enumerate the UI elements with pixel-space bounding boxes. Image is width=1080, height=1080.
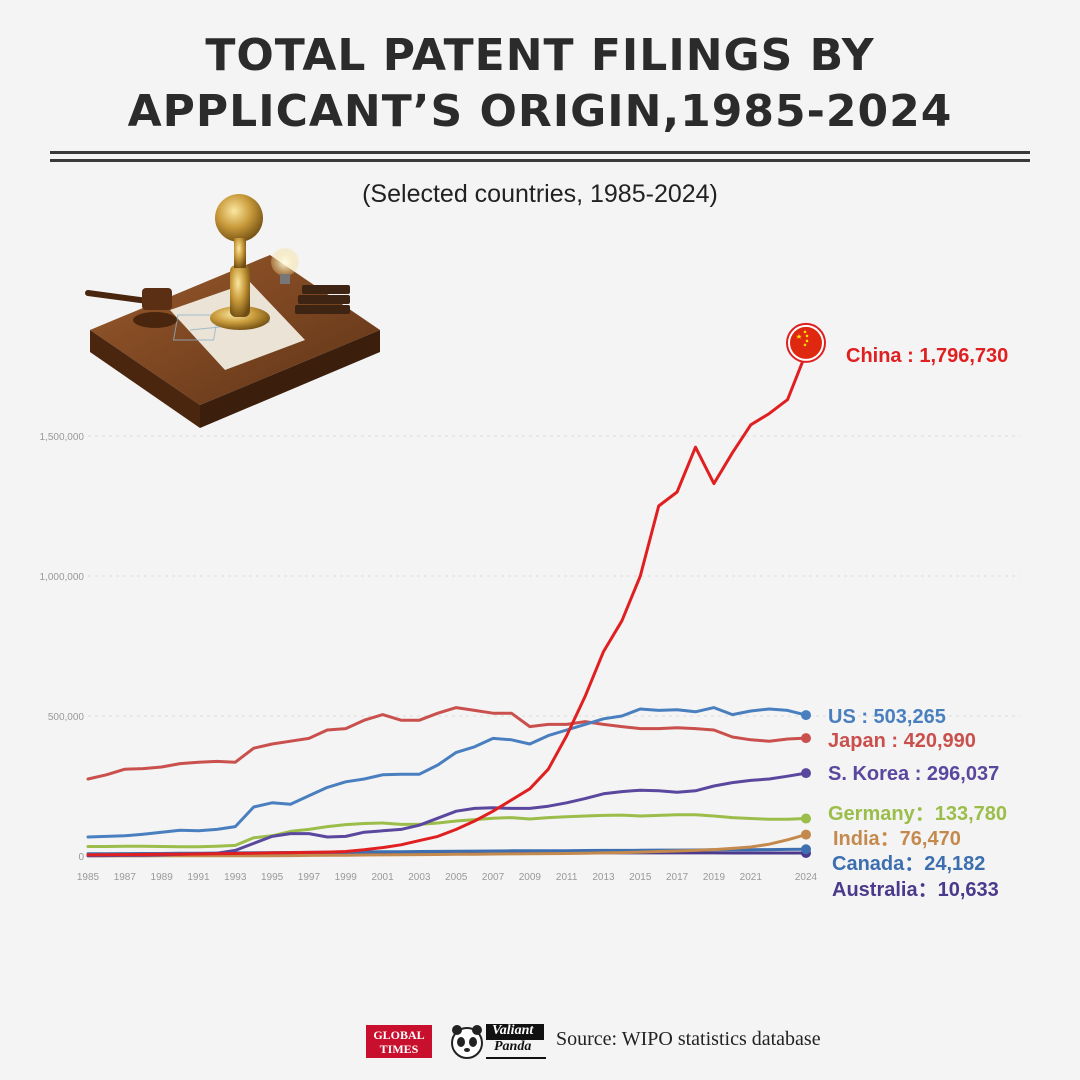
series-line-india <box>86 833 808 858</box>
china-flag-small-star <box>805 334 809 338</box>
china-flag-icon <box>790 326 822 359</box>
source-note: Source: WIPO statistics database <box>556 1028 821 1050</box>
y-tick-label: 500,000 <box>48 712 85 723</box>
x-tick-label: 1997 <box>298 872 321 883</box>
series-label-japan: Japan : 420,990 <box>828 730 976 752</box>
series-end-marker <box>801 829 811 840</box>
series-end-marker <box>801 768 811 779</box>
series-label-india: India：76,470 <box>833 828 961 850</box>
y-tick-label: 0 <box>78 852 84 863</box>
chart-title: TOTAL PATENT FILINGS BY APPLICANT’S ORIG… <box>0 28 1080 140</box>
x-tick-label: 1991 <box>187 872 210 883</box>
x-tick-label: 2015 <box>629 872 652 883</box>
x-tick-label: 1985 <box>77 872 100 883</box>
title-line-1: TOTAL PATENT FILINGS BY <box>205 30 875 81</box>
patent-stamp-illustration <box>85 194 380 428</box>
series-end-marker <box>801 844 811 855</box>
x-tick-label: 2019 <box>703 872 726 883</box>
series-label-germany: Germany：133,780 <box>828 803 1007 825</box>
series-label-us: US : 503,265 <box>828 706 946 728</box>
title-rule-bottom <box>50 159 1030 162</box>
series-line-china <box>86 351 808 857</box>
x-tick-label: 2021 <box>740 872 763 883</box>
x-tick-label: 2001 <box>371 872 394 883</box>
x-tick-label: 2005 <box>445 872 468 883</box>
china-flag-small-star <box>803 330 807 334</box>
chart-subtitle: (Selected countries, 1985-2024) <box>362 180 718 208</box>
series-line-us <box>86 706 808 839</box>
x-tick-label: 2007 <box>482 872 505 883</box>
valiant-panda-wordmark: Valiant Panda <box>492 1023 534 1054</box>
y-axis-tick-labels: 0 500,000 1,000,000 1,500,000 <box>40 432 85 863</box>
title-rule-top <box>50 151 1030 154</box>
x-tick-label: 1987 <box>114 872 137 883</box>
series-line-japan <box>86 706 808 781</box>
series-lines <box>86 322 826 859</box>
x-tick-label: 2009 <box>519 872 542 883</box>
china-flag-star <box>796 333 802 339</box>
x-tick-label: 1993 <box>224 872 247 883</box>
x-tick-label: 1995 <box>261 872 284 883</box>
x-tick-label: 1989 <box>151 872 174 883</box>
y-tick-label: 1,500,000 <box>40 432 85 443</box>
china-flag-small-star <box>805 339 809 343</box>
china-flag-small-star <box>803 343 807 347</box>
series-line-germany <box>86 813 808 849</box>
x-tick-label: 2013 <box>592 872 615 883</box>
y-tick-label: 1,000,000 <box>40 572 85 583</box>
series-label-china: China : 1,796,730 <box>846 345 1008 367</box>
valiant-panda-logo-icon <box>451 1024 546 1059</box>
x-tick-label: 2017 <box>666 872 689 883</box>
x-tick-label: 2011 <box>556 872 578 883</box>
series-end-marker <box>801 813 811 824</box>
x-tick-label: 1999 <box>335 872 358 883</box>
series-end-marker <box>801 710 811 721</box>
x-tick-label: 2024 <box>795 872 818 883</box>
x-tick-label: 2003 <box>408 872 431 883</box>
series-label-australia: Australia：10,633 <box>832 879 999 901</box>
series-end-marker <box>801 733 811 744</box>
x-axis-tick-labels: 1985 1987 1989 1991 1993 1995 1997 1999 2001 2003… <box>77 872 818 883</box>
global-times-logo: GLOBAL TIMES <box>366 1025 432 1058</box>
series-label-s-korea: S. Korea : 296,037 <box>828 763 999 785</box>
series-label-canada: Canada：24,182 <box>832 853 985 875</box>
gridlines <box>88 435 1020 717</box>
title-line-2: APPLICANT’S ORIGIN,1985-2024 <box>127 86 953 137</box>
